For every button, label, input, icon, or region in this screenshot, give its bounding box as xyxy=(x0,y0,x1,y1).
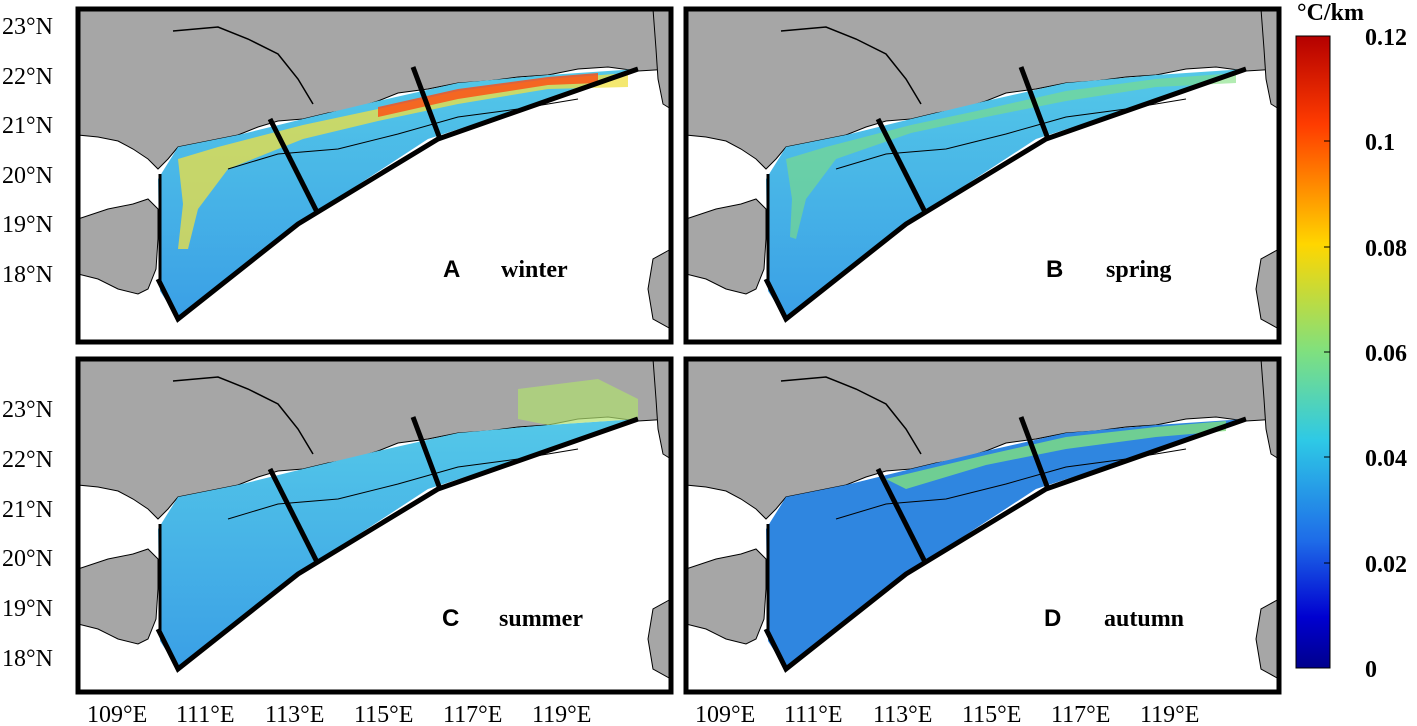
panel-c-frame xyxy=(75,356,674,695)
lon-label: 113°E xyxy=(873,702,932,726)
lat-label: 21°N xyxy=(2,113,53,139)
lon-axis-right: 109°E 111°E 113°E 115°E 117°E 119°E xyxy=(695,702,1199,726)
lon-label: 117°E xyxy=(1051,702,1110,726)
panel-c: C summer xyxy=(75,356,674,695)
lat-label: 18°N xyxy=(2,646,53,672)
lat-label: 19°N xyxy=(2,596,53,622)
colorbar: °C/km 0.12 0.1 0.08 0.06 0.04 0.02 0 xyxy=(1295,0,1407,683)
lat-axis-bottom: 23°N 22°N 21°N 20°N 19°N 18°N xyxy=(2,397,53,672)
lon-label: 119°E xyxy=(532,702,591,726)
panel-d-letter: D xyxy=(1044,605,1061,632)
panel-c-season: summer xyxy=(499,606,583,632)
lon-label: 111°E xyxy=(176,702,234,726)
lon-label: 115°E xyxy=(962,702,1021,726)
panel-b: B spring xyxy=(683,6,1282,345)
lat-label: 23°N xyxy=(2,397,53,423)
lon-label: 115°E xyxy=(354,702,413,726)
panel-a-season: winter xyxy=(501,257,568,283)
colorbar-tick: 0.04 xyxy=(1365,446,1407,472)
lon-label: 119°E xyxy=(1140,702,1199,726)
colorbar-tick: 0.1 xyxy=(1365,130,1395,156)
lat-label: 20°N xyxy=(2,546,53,572)
panel-a-letter: A xyxy=(443,256,460,283)
panel-d: D autumn xyxy=(683,356,1282,695)
lat-axis-top: 23°N 22°N 21°N 20°N 19°N 18°N xyxy=(2,14,53,288)
lat-label: 19°N xyxy=(2,212,53,238)
lon-axis-left: 109°E 111°E 113°E 115°E 117°E 119°E xyxy=(87,702,591,726)
panel-b-season: spring xyxy=(1106,257,1171,283)
panel-d-frame xyxy=(683,356,1282,695)
colorbar-unit: °C/km xyxy=(1297,0,1364,26)
lat-label: 23°N xyxy=(2,14,53,40)
colorbar-tick: 0.06 xyxy=(1365,341,1407,367)
lat-label: 22°N xyxy=(2,64,53,90)
panel-c-letter: C xyxy=(442,605,459,632)
colorbar-tick: 0.08 xyxy=(1365,236,1407,262)
colorbar-tick: 0.02 xyxy=(1365,552,1407,578)
lat-label: 22°N xyxy=(2,447,53,473)
panel-d-season: autumn xyxy=(1104,606,1184,632)
lat-label: 20°N xyxy=(2,163,53,189)
lat-label: 21°N xyxy=(2,497,53,523)
colorbar-tick: 0.12 xyxy=(1365,25,1407,51)
lon-label: 109°E xyxy=(695,702,755,726)
panel-a: A winter xyxy=(75,6,674,345)
lon-label: 117°E xyxy=(443,702,502,726)
panel-b-letter: B xyxy=(1046,256,1063,283)
colorbar-tick: 0 xyxy=(1365,657,1377,683)
panel-a-frame xyxy=(75,6,674,345)
lat-label: 18°N xyxy=(2,262,53,288)
lon-label: 113°E xyxy=(265,702,324,726)
lon-label: 111°E xyxy=(784,702,842,726)
lon-label: 109°E xyxy=(87,702,147,726)
panel-b-frame xyxy=(683,6,1282,345)
